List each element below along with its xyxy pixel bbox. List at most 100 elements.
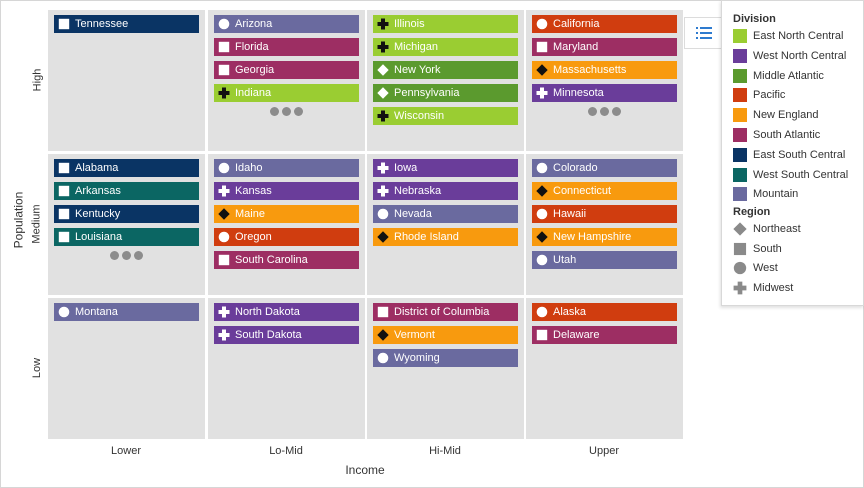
more-items-button[interactable] bbox=[532, 107, 677, 116]
state-pill[interactable]: Delaware bbox=[532, 326, 677, 344]
state-pill[interactable]: Massachusetts bbox=[532, 61, 677, 79]
state-pill[interactable]: Nevada bbox=[373, 205, 518, 223]
state-pill[interactable]: Hawaii bbox=[532, 205, 677, 223]
state-name: Maryland bbox=[553, 41, 599, 53]
state-pill[interactable]: Connecticut bbox=[532, 182, 677, 200]
state-pill[interactable]: Maryland bbox=[532, 38, 677, 56]
legend-division-item[interactable]: New England bbox=[733, 107, 818, 123]
ellipsis-dot-icon bbox=[294, 107, 303, 116]
legend-region-item[interactable]: South bbox=[733, 241, 782, 257]
square-icon bbox=[377, 306, 389, 318]
legend-region-item[interactable]: West bbox=[733, 260, 778, 276]
legend-division-label: East South Central bbox=[753, 148, 846, 161]
circle-icon bbox=[536, 208, 548, 220]
cross-icon bbox=[377, 18, 389, 30]
color-swatch-icon bbox=[733, 147, 747, 162]
cell-low-upper: Alaska Delaware bbox=[526, 298, 683, 439]
state-name: South Dakota bbox=[235, 329, 302, 341]
state-pill[interactable]: District of Columbia bbox=[373, 303, 518, 321]
state-pill[interactable]: Montana bbox=[54, 303, 199, 321]
state-pill[interactable]: Vermont bbox=[373, 326, 518, 344]
state-name: Florida bbox=[235, 41, 269, 53]
cell-medium-upper: Colorado Connecticut Hawaii New Hampshire Ut… bbox=[526, 154, 683, 295]
state-pill[interactable]: Michigan bbox=[373, 38, 518, 56]
state-pill[interactable]: South Dakota bbox=[214, 326, 359, 344]
state-pill[interactable]: South Carolina bbox=[214, 251, 359, 269]
state-pill[interactable]: Rhode Island bbox=[373, 228, 518, 246]
state-pill[interactable]: Minnesota bbox=[532, 84, 677, 102]
circle-icon bbox=[218, 162, 230, 174]
state-name: Vermont bbox=[394, 329, 435, 341]
ellipsis-dot-icon bbox=[588, 107, 597, 116]
state-pill[interactable]: Louisiana bbox=[54, 228, 199, 246]
state-pill[interactable]: North Dakota bbox=[214, 303, 359, 321]
state-name: Delaware bbox=[553, 329, 600, 341]
circle-icon bbox=[536, 18, 548, 30]
legend-division-item[interactable]: East North Central bbox=[733, 28, 843, 44]
legend-division-item[interactable]: Mountain bbox=[733, 186, 798, 202]
state-name: New Hampshire bbox=[553, 231, 632, 243]
state-pill[interactable]: Tennessee bbox=[54, 15, 199, 33]
row-label-high: High bbox=[31, 68, 43, 92]
state-pill[interactable]: Indiana bbox=[214, 84, 359, 102]
legend-division-label: West South Central bbox=[753, 168, 849, 181]
state-name: Wisconsin bbox=[394, 110, 445, 122]
state-pill[interactable]: Nebraska bbox=[373, 182, 518, 200]
state-pill[interactable]: Alabama bbox=[54, 159, 199, 177]
cross-icon bbox=[377, 41, 389, 53]
state-name: Kentucky bbox=[75, 208, 121, 220]
more-items-button[interactable] bbox=[54, 251, 199, 260]
circle-icon bbox=[218, 18, 230, 30]
state-pill[interactable]: Colorado bbox=[532, 159, 677, 177]
legend-region-item[interactable]: Northeast bbox=[733, 221, 801, 237]
legend-division-item[interactable]: West North Central bbox=[733, 48, 846, 64]
legend-division-label: New England bbox=[753, 109, 819, 122]
state-pill[interactable]: Pennsylvania bbox=[373, 84, 518, 102]
cell-high-lo-mid: Arizona Florida Georgia Indiana bbox=[208, 10, 365, 151]
row-label-low: Low bbox=[31, 357, 43, 379]
state-name: Nebraska bbox=[394, 185, 442, 197]
state-pill[interactable]: Utah bbox=[532, 251, 677, 269]
color-swatch-icon bbox=[733, 29, 747, 43]
diamond-icon bbox=[377, 87, 389, 99]
state-pill[interactable]: Wisconsin bbox=[373, 107, 518, 125]
legend-division-item[interactable]: Middle Atlantic bbox=[733, 68, 824, 84]
legend-toggle-button[interactable] bbox=[684, 17, 722, 49]
state-pill[interactable]: Maine bbox=[214, 205, 359, 223]
legend-division-item[interactable]: East South Central bbox=[733, 147, 845, 163]
state-name: Wyoming bbox=[394, 352, 440, 364]
state-pill[interactable]: Iowa bbox=[373, 159, 518, 177]
state-pill[interactable]: California bbox=[532, 15, 677, 33]
ellipsis-dot-icon bbox=[612, 107, 621, 116]
square-icon bbox=[536, 41, 548, 53]
state-name: Indiana bbox=[235, 87, 272, 99]
legend-division-item[interactable]: West South Central bbox=[733, 167, 848, 183]
legend-division-item[interactable]: South Atlantic bbox=[733, 127, 820, 143]
state-pill[interactable]: Georgia bbox=[214, 61, 359, 79]
state-pill[interactable]: Idaho bbox=[214, 159, 359, 177]
state-pill[interactable]: Oregon bbox=[214, 228, 359, 246]
state-name: Tennessee bbox=[75, 18, 129, 30]
legend-division-item[interactable]: Pacific bbox=[733, 87, 785, 103]
state-pill[interactable]: New York bbox=[373, 61, 518, 79]
legend-region-item[interactable]: Midwest bbox=[733, 280, 793, 296]
state-name: Alaska bbox=[553, 306, 587, 318]
diamond-icon bbox=[377, 231, 389, 243]
state-pill[interactable]: Illinois bbox=[373, 15, 518, 33]
column-label-upper: Upper bbox=[589, 445, 619, 457]
state-pill[interactable]: Arizona bbox=[214, 15, 359, 33]
color-swatch-icon bbox=[733, 128, 747, 142]
state-pill[interactable]: New Hampshire bbox=[532, 228, 677, 246]
state-pill[interactable]: Alaska bbox=[532, 303, 677, 321]
state-name: Kansas bbox=[235, 185, 272, 197]
state-pill[interactable]: Arkansas bbox=[54, 182, 199, 200]
state-pill[interactable]: Wyoming bbox=[373, 349, 518, 367]
legend-division-label: West North Central bbox=[753, 49, 847, 62]
more-items-button[interactable] bbox=[214, 107, 359, 116]
state-pill[interactable]: Kansas bbox=[214, 182, 359, 200]
state-pill[interactable]: Florida bbox=[214, 38, 359, 56]
color-swatch-icon bbox=[733, 167, 747, 182]
state-name: Georgia bbox=[235, 64, 275, 76]
square-icon bbox=[58, 18, 70, 30]
state-pill[interactable]: Kentucky bbox=[54, 205, 199, 223]
